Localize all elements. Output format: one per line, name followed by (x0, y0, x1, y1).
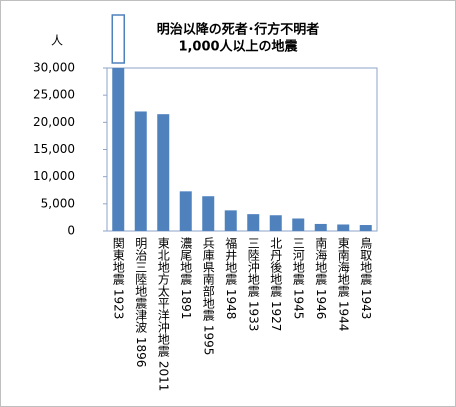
x-tick-label: 北丹後地震 1927 (269, 237, 283, 332)
y-tick-label: 5,000 (41, 196, 75, 210)
x-tick-label: 鳥取地震 1943 (359, 236, 373, 320)
bar (337, 224, 350, 231)
bar (359, 225, 372, 231)
bar (179, 191, 192, 231)
bar-overflow (111, 14, 125, 64)
bar (292, 218, 305, 231)
x-tick-label: 福井地震 1948 (224, 236, 238, 320)
y-tick-label: 0 (67, 224, 75, 238)
y-tick-label: 25,000 (33, 88, 75, 102)
x-tick-label: 南海地震 1946 (314, 236, 328, 320)
bar (157, 114, 170, 231)
bar (269, 215, 282, 231)
y-tick-label: 20,000 (33, 115, 75, 129)
y-tick-label: 10,000 (33, 169, 75, 183)
x-tick-label: 関東地震 1923 (111, 237, 125, 320)
bar (314, 223, 327, 231)
x-tick-label: 濃尾地震 1891 (179, 237, 193, 320)
chart-subtitle: 1,000人以上の地震 (178, 39, 298, 55)
x-tick-label: 三陸沖地震 1933 (246, 237, 260, 331)
x-tick-label: 東北地方太平洋沖地震 2011 (156, 237, 170, 392)
y-tick-label: 30,000 (33, 61, 75, 75)
x-tick-label: 兵庫県南部地震 1995 (201, 237, 215, 356)
bar (134, 111, 147, 231)
bar (202, 196, 215, 231)
chart-title: 明治以降の死者･行方不明者 (157, 22, 320, 38)
bar (224, 210, 237, 231)
y-axis-label: 人 (51, 34, 63, 48)
x-tick-label: 東南海地震 1944 (336, 237, 350, 332)
bar (247, 214, 260, 231)
bar (112, 68, 125, 231)
x-tick-label: 三河地震 1945 (291, 237, 305, 319)
y-tick-label: 15,000 (33, 142, 75, 156)
x-tick-label: 明治三陸地震津波 1896 (134, 237, 148, 367)
